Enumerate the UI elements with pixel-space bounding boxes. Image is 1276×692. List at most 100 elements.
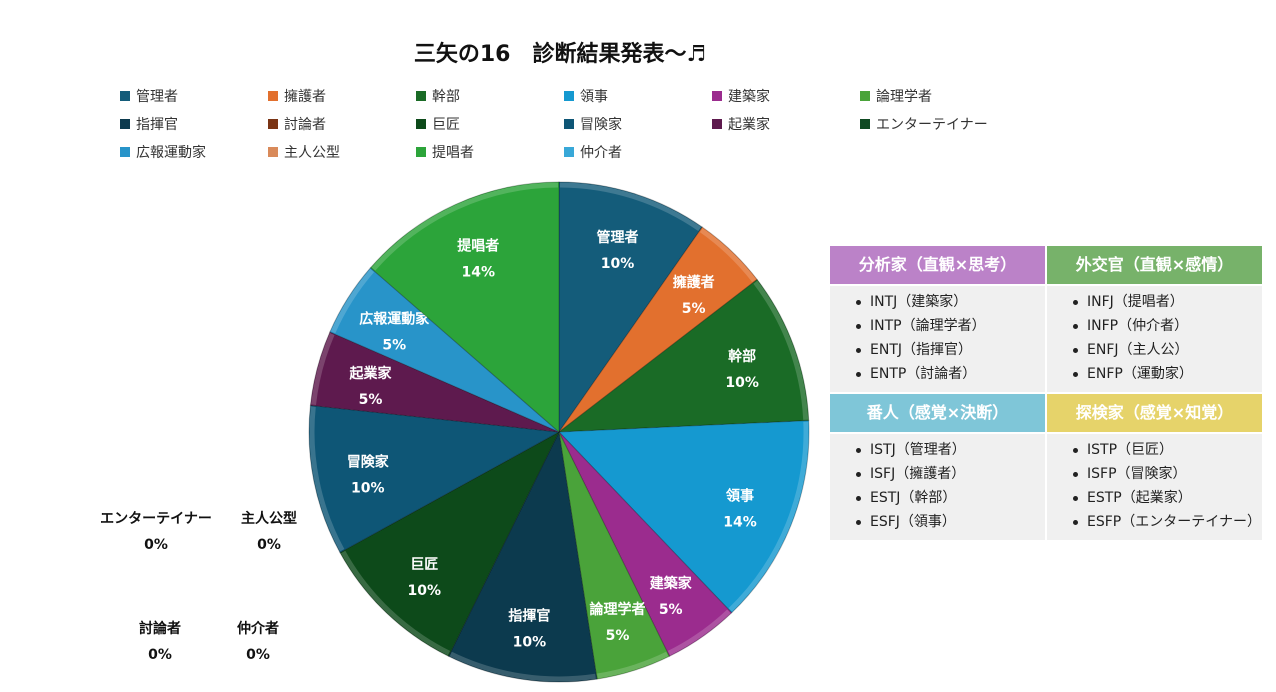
pie-slice-rim (728, 421, 809, 612)
legend-swatch (564, 147, 574, 157)
type-item: ISFJ（擁護者） (854, 462, 1045, 486)
slice-name: 論理学者 (590, 601, 646, 618)
slice-label-zero: 討論者 0% (139, 616, 181, 668)
type-item: ISFP（冒険家） (1071, 462, 1262, 486)
legend-item: 管理者 (120, 86, 268, 106)
pie-slice (557, 278, 810, 433)
legend-item: 建築家 (712, 86, 860, 106)
slice-name: 討論者 (139, 621, 181, 637)
slice-label-zero: 仲介者 0% (237, 616, 279, 668)
type-group-header: 探検家（感覚×知覚） (1047, 394, 1264, 434)
type-item: ISTJ（管理者） (854, 438, 1045, 462)
type-item: ENFP（運動家） (1071, 362, 1262, 386)
type-item: INFJ（提唱者） (1071, 290, 1262, 314)
legend-item: 討論者 (268, 114, 416, 134)
slice-name: 冒険家 (347, 453, 390, 470)
slice-name: 提唱者 (457, 239, 499, 255)
slice-name: 領事 (726, 488, 754, 505)
pie-slice (308, 404, 561, 554)
legend-label: 討論者 (284, 117, 326, 133)
slice-name: 建築家 (650, 575, 693, 592)
pie-slice (369, 181, 560, 434)
pie-slice (329, 267, 560, 433)
pie-slice-rim (597, 651, 669, 679)
pie-slice-rim (667, 609, 731, 656)
legend-swatch (120, 119, 130, 129)
legend-label: 起業家 (728, 117, 770, 133)
pie-slice (558, 431, 733, 657)
type-group-header: 外交官（直観×感情） (1047, 246, 1264, 286)
slice-percent: 10% (351, 480, 385, 496)
legend-label: 巨匠 (432, 117, 460, 133)
pie-slice (447, 430, 598, 683)
slice-name: 広報運動家 (359, 311, 430, 328)
type-item: ENTJ（指揮官） (854, 338, 1045, 362)
legend-item: 冒険家 (564, 114, 712, 134)
legend-label: 冒険家 (580, 117, 622, 133)
legend-label: 管理者 (136, 89, 178, 105)
slice-percent: 0% (246, 647, 270, 663)
legend-label: 提唱者 (432, 145, 474, 161)
pie-slice (558, 181, 703, 434)
slice-percent: 0% (148, 647, 172, 663)
legend-item: 主人公型 (268, 142, 416, 162)
type-item: INFP（仲介者） (1071, 314, 1262, 338)
slice-label-zero: 主人公型 0% (241, 506, 297, 558)
slice-name: エンターテイナー (100, 511, 212, 527)
legend-label: 領事 (580, 89, 608, 105)
legend-swatch (416, 147, 426, 157)
slice-name: 管理者 (597, 229, 639, 246)
slice-percent: 0% (257, 537, 281, 553)
legend-swatch (564, 119, 574, 129)
pie-slice-rim (449, 651, 596, 682)
legend-label: 建築家 (728, 89, 770, 105)
chart-title: 三矢の16 診断結果発表～♬ (413, 42, 707, 67)
slice-name: 擁護者 (673, 274, 715, 291)
slice-percent: 10% (513, 635, 547, 651)
slice-name: 指揮官 (508, 608, 550, 625)
pie-slice (558, 431, 671, 680)
legend-swatch (268, 91, 278, 101)
legend-swatch (860, 91, 870, 101)
legend-label: 論理学者 (876, 89, 932, 105)
type-group-list: ISTP（巨匠） ISFP（冒険家） ESTP（起業家） ESFP（エンターテイナー） (1047, 434, 1264, 542)
slice-percent: 10% (725, 375, 759, 391)
pie-slice-rim (699, 228, 757, 283)
legend-label: 主人公型 (284, 145, 340, 161)
legend-item: エンターテイナー (860, 114, 1008, 134)
legend-item: 論理学者 (860, 86, 1008, 106)
legend-item: 指揮官 (120, 114, 268, 134)
legend-label: エンターテイナー (876, 117, 988, 133)
legend-swatch (416, 91, 426, 101)
legend-swatch (712, 119, 722, 129)
type-group-list: INFJ（提唱者） INFP（仲介者） ENFJ（主人公） ENFP（運動家） (1047, 286, 1264, 394)
pie-slice-rim (753, 280, 809, 420)
chart-legend: 管理者 擁護者 幹部 領事 建築家 論理学者 指揮官 討論者 巨匠 冒険家 起業家 エンターテイナー広… (120, 86, 1140, 162)
type-item: ENFJ（主人公） (1071, 338, 1262, 362)
legend-item: 起業家 (712, 114, 860, 134)
type-group-header: 番人（感覚×決断） (830, 394, 1047, 434)
pie-slice (309, 331, 560, 433)
slice-percent: 5% (359, 392, 383, 408)
legend-swatch (564, 91, 574, 101)
slice-percent: 14% (723, 515, 757, 531)
pie-slice-rim (311, 333, 335, 405)
slice-percent: 0% (144, 537, 168, 553)
type-item: ESFP（エンターテイナー） (1071, 510, 1262, 534)
type-group-list: INTJ（建築家） INTP（論理学者） ENTJ（指揮官） ENTP（討論者） (830, 286, 1047, 394)
type-item: INTP（論理学者） (854, 314, 1045, 338)
pie-slice-rim (340, 550, 451, 656)
legend-label: 指揮官 (136, 117, 178, 133)
legend-swatch (416, 119, 426, 129)
legend-item: 提唱者 (416, 142, 564, 162)
slice-label-zero: エンターテイナー 0% (100, 506, 212, 558)
slice-percent: 10% (408, 583, 442, 599)
type-item: ENTP（討論者） (854, 362, 1045, 386)
personality-types-table: 分析家（直観×思考） INTJ（建築家） INTP（論理学者） ENTJ（指揮官） EN… (830, 246, 1264, 542)
legend-item: 擁護者 (268, 86, 416, 106)
type-group-list: ISTJ（管理者） ISFJ（擁護者） ESTJ（幹部） ESFJ（領事） (830, 434, 1047, 542)
type-group-header: 分析家（直観×思考） (830, 246, 1047, 286)
pie-slice (557, 420, 810, 614)
legend-item: 幹部 (416, 86, 564, 106)
legend-swatch (712, 91, 722, 101)
